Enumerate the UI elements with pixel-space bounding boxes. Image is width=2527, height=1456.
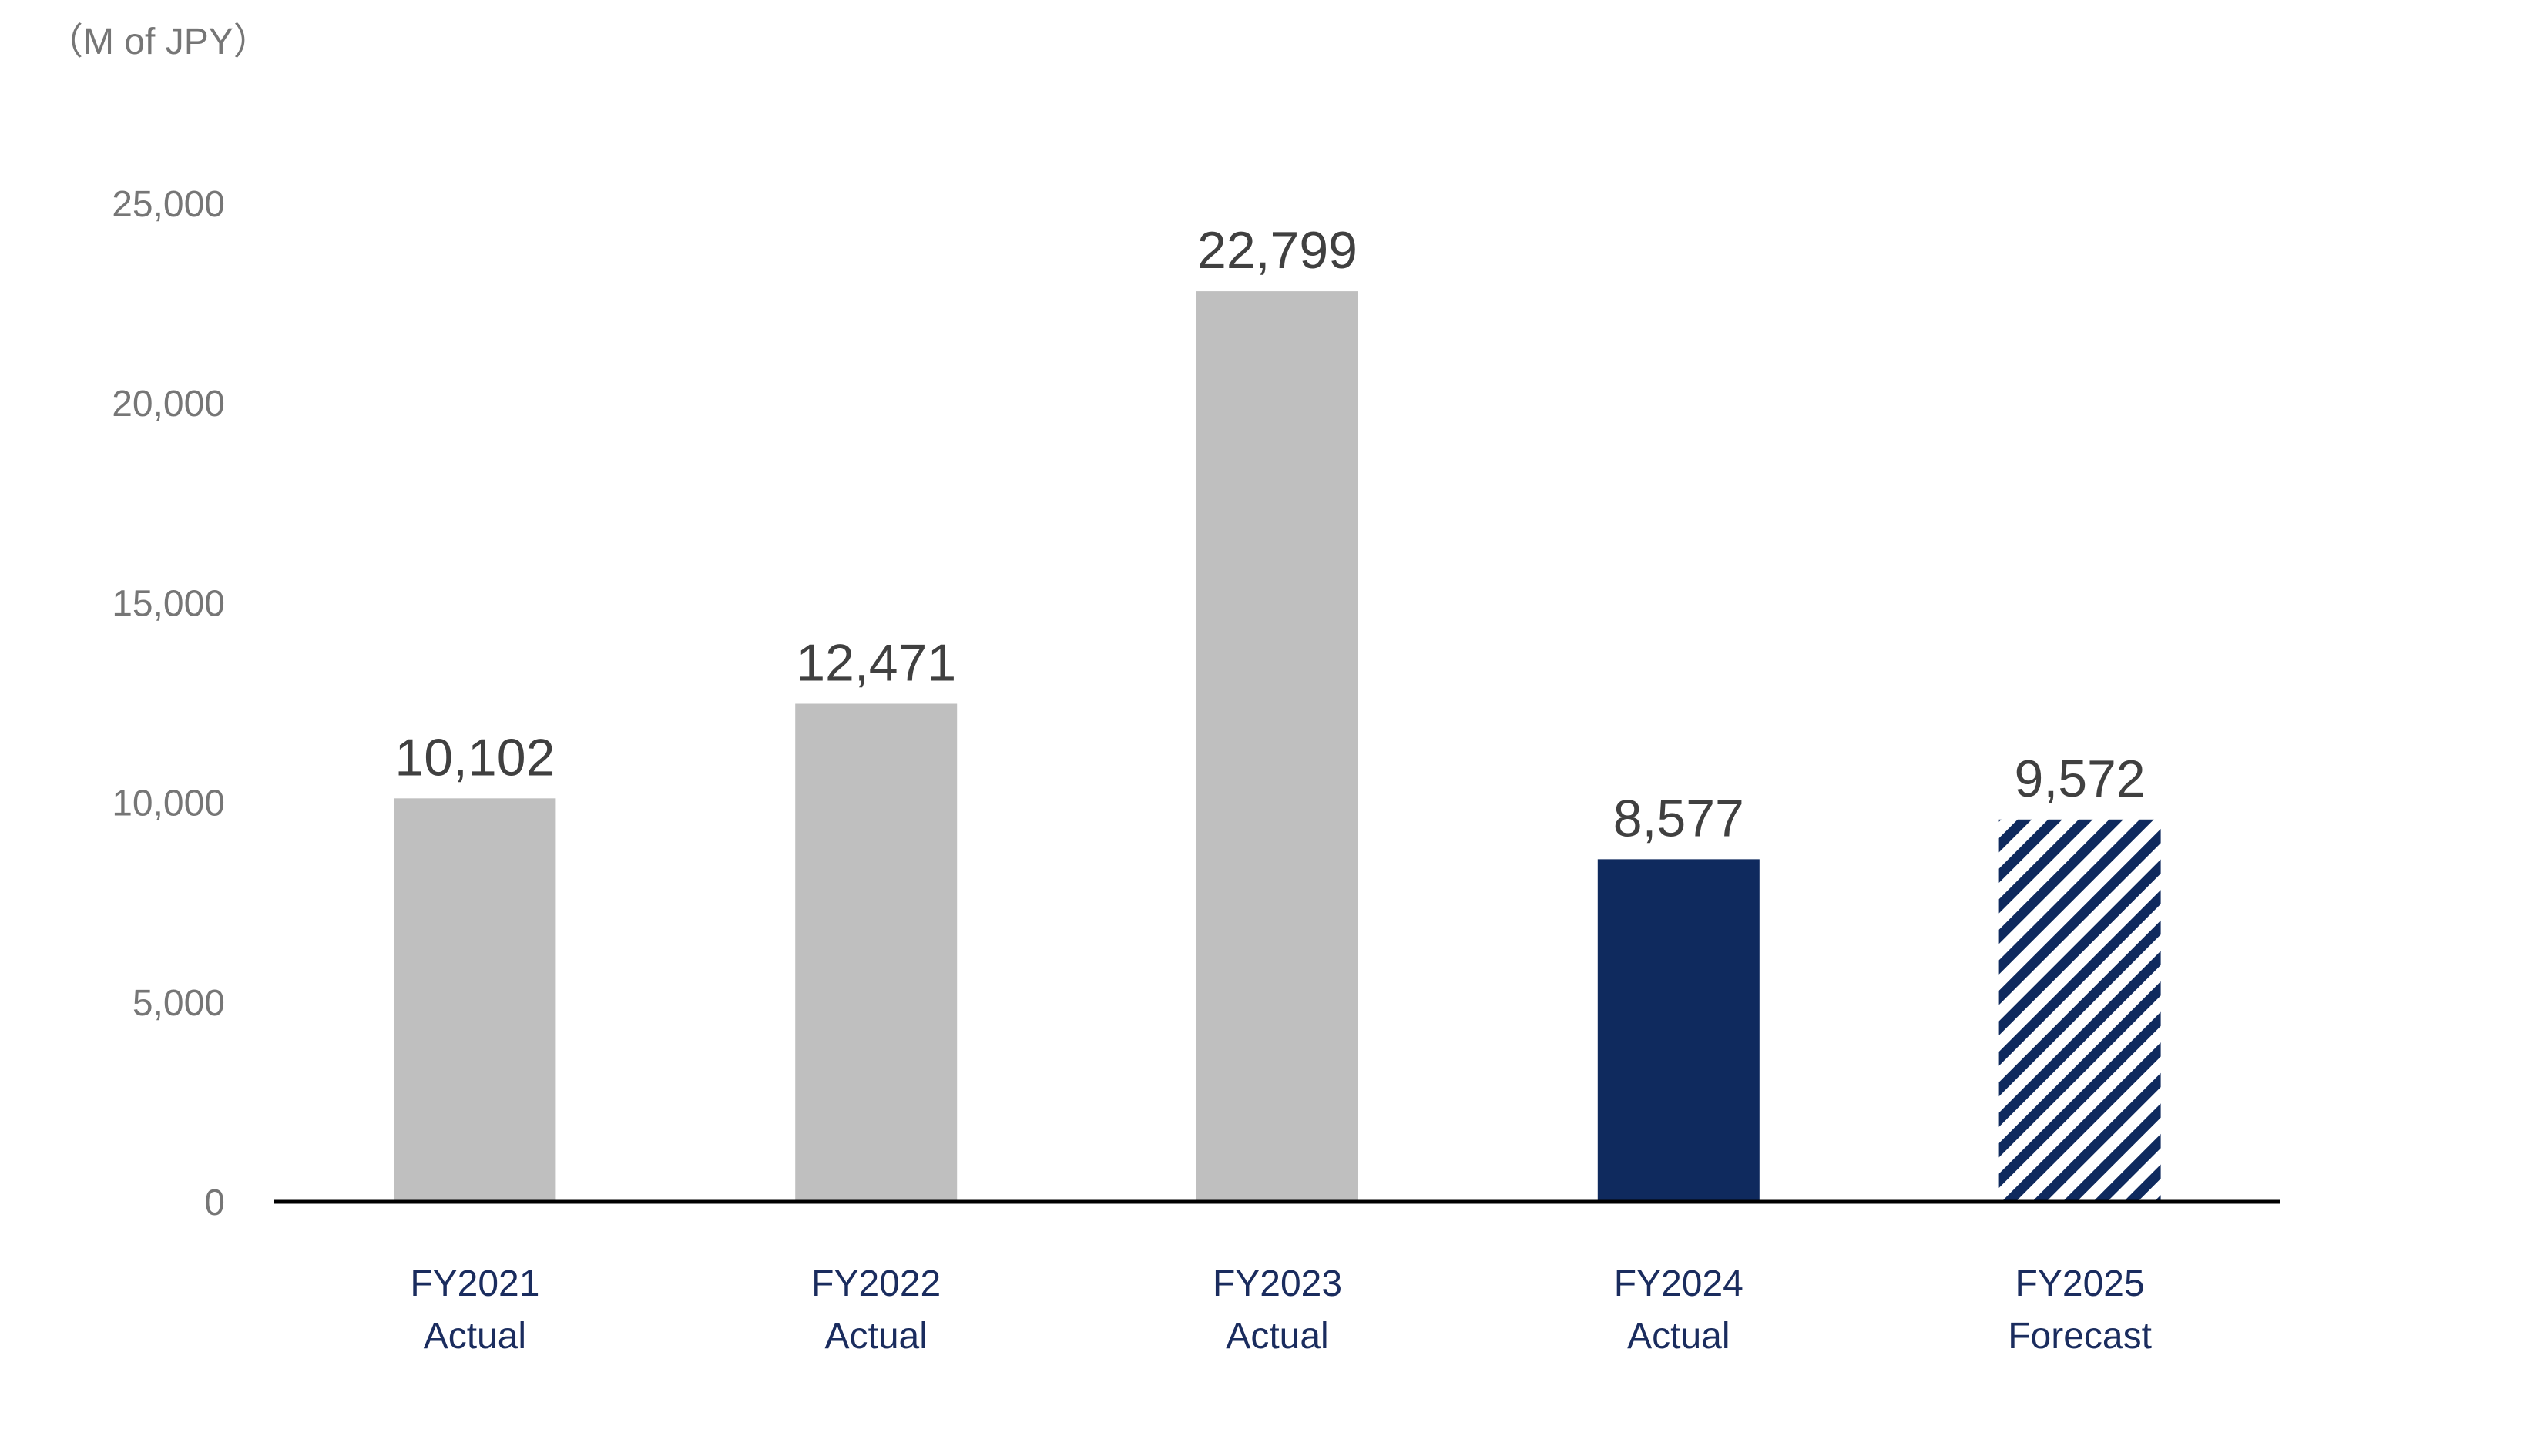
x-tick-label: FY2021 (410, 1263, 539, 1304)
data-label: 10,102 (394, 728, 555, 787)
bar-fy2021 (394, 798, 556, 1202)
bar-fy2025 (1998, 819, 2161, 1202)
x-tick-label: FY2024 (1614, 1263, 1743, 1304)
unit-label: （M of JPY） (46, 22, 270, 62)
bar-fy2024 (1597, 859, 1760, 1202)
x-tick-label: FY2022 (811, 1263, 941, 1304)
x-tick-label: Actual (1226, 1316, 1328, 1357)
x-tick-label: Forecast (2008, 1316, 2152, 1357)
x-tick-label: FY2023 (1213, 1263, 1342, 1304)
bar-fy2023 (1196, 291, 1358, 1202)
bar-fy2022 (795, 703, 958, 1202)
y-axis-ticks: 0 5,000 10,000 15,000 20,000 25,000 (112, 184, 225, 1223)
data-labels: 10,102 12,471 22,799 8,577 9,572 (394, 221, 2145, 847)
y-tick-label: 20,000 (112, 384, 225, 424)
data-label: 12,471 (796, 634, 956, 693)
x-tick-label: Actual (1627, 1316, 1730, 1357)
y-tick-label: 10,000 (112, 783, 225, 824)
bars (394, 291, 2161, 1202)
x-tick-label: Actual (824, 1316, 927, 1357)
x-axis-ticks: FY2021 Actual FY2022 Actual FY2023 Actual FY20… (410, 1263, 2152, 1357)
y-tick-label: 15,000 (112, 583, 225, 624)
y-tick-label: 5,000 (133, 983, 225, 1024)
x-tick-label: FY2025 (2015, 1263, 2145, 1304)
data-label: 8,577 (1613, 789, 1744, 847)
data-label: 9,572 (2015, 750, 2146, 808)
x-tick-label: Actual (424, 1316, 526, 1357)
y-tick-label: 0 (204, 1183, 225, 1223)
data-label: 22,799 (1197, 221, 1357, 280)
y-tick-label: 25,000 (112, 184, 225, 225)
